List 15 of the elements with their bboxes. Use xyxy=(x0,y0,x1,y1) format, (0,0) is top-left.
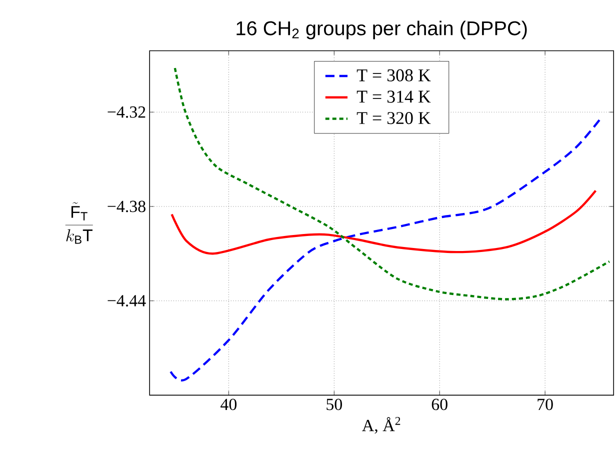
y-tick-label: −4.32 xyxy=(108,106,146,118)
x-tick-label: 60 xyxy=(432,398,448,410)
y-tick-label: −4.38 xyxy=(108,200,146,212)
y-axis-title: $\frac{\tilde{\mathrm{F}}_{\mathrm{T}}}{k_{\mathrm{B}}\mathrm{T}}$ xyxy=(65,202,93,244)
x-tick-label: 50 xyxy=(326,398,342,410)
y-tick-label: −4.44 xyxy=(108,295,146,307)
legend-label: T = 320 K xyxy=(356,112,431,124)
line-series xyxy=(170,190,597,255)
legend-label: T = 314 K xyxy=(356,90,431,103)
x-tick-label: 40 xyxy=(220,398,237,410)
legend-label: T = 308 K xyxy=(356,69,431,82)
x-tick-label: 70 xyxy=(538,398,553,410)
x-axis-title: A, Å$^{2}$ xyxy=(362,416,400,434)
line-series xyxy=(174,66,610,300)
chart-title: 16 CH$_{2}$ groups per chain (DPPC) xyxy=(236,20,527,40)
